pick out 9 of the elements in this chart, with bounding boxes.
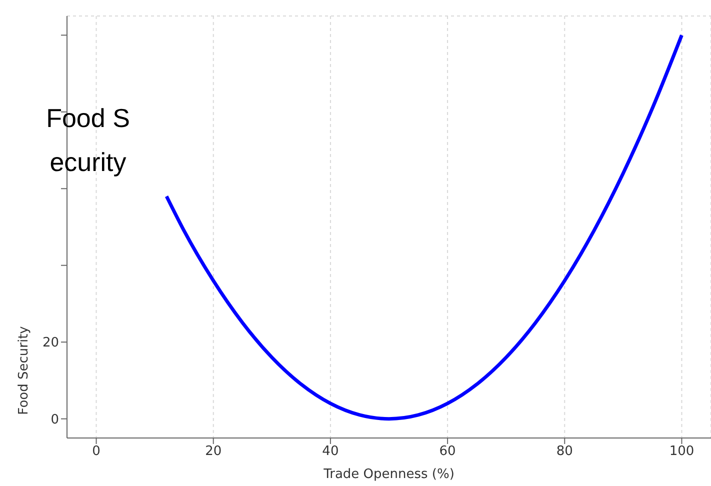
x-tick-label: 100 bbox=[669, 444, 694, 460]
x-tick-label: 40 bbox=[322, 444, 339, 460]
x-tick-label: 20 bbox=[205, 444, 222, 460]
x-axis-title: Trade Openness (%) bbox=[322, 467, 454, 482]
x-tick-label: 0 bbox=[92, 444, 100, 460]
x-tick-label: 80 bbox=[556, 444, 573, 460]
y-axis-title: Food Security bbox=[16, 326, 32, 415]
x-tick-label: 60 bbox=[439, 444, 456, 460]
line-series bbox=[164, 33, 684, 421]
